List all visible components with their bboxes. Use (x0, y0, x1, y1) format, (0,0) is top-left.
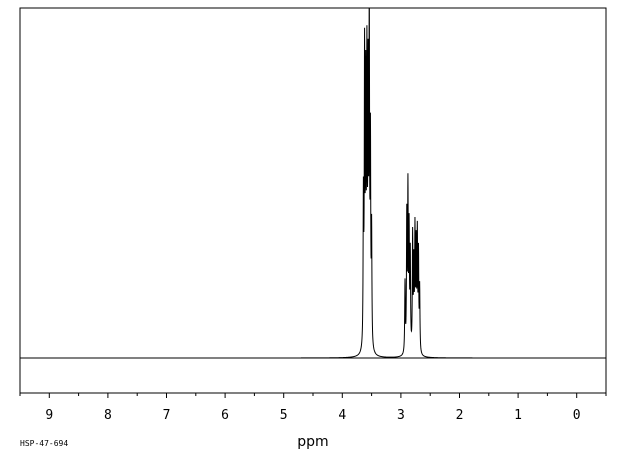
x-tick-label: 2 (456, 408, 464, 423)
spectrum-code-label: HSP-47-694 (20, 439, 68, 448)
x-tick-label: 5 (280, 408, 288, 423)
x-axis-ticks: 9 8 7 6 5 4 3 2 1 0 (19, 393, 607, 423)
plot-frame (19, 7, 607, 394)
x-tick-label: 1 (514, 408, 522, 423)
spectrum-trace (20, 7, 606, 359)
x-tick-label: 4 (338, 408, 346, 423)
x-tick-label: 0 (573, 408, 581, 423)
x-tick-label: 6 (221, 408, 229, 423)
x-axis-title: ppm (297, 434, 328, 450)
x-tick-label: 8 (104, 408, 112, 423)
x-tick-label: 3 (397, 408, 405, 423)
x-tick-label: 7 (163, 408, 171, 423)
x-tick-label: 9 (45, 408, 53, 423)
